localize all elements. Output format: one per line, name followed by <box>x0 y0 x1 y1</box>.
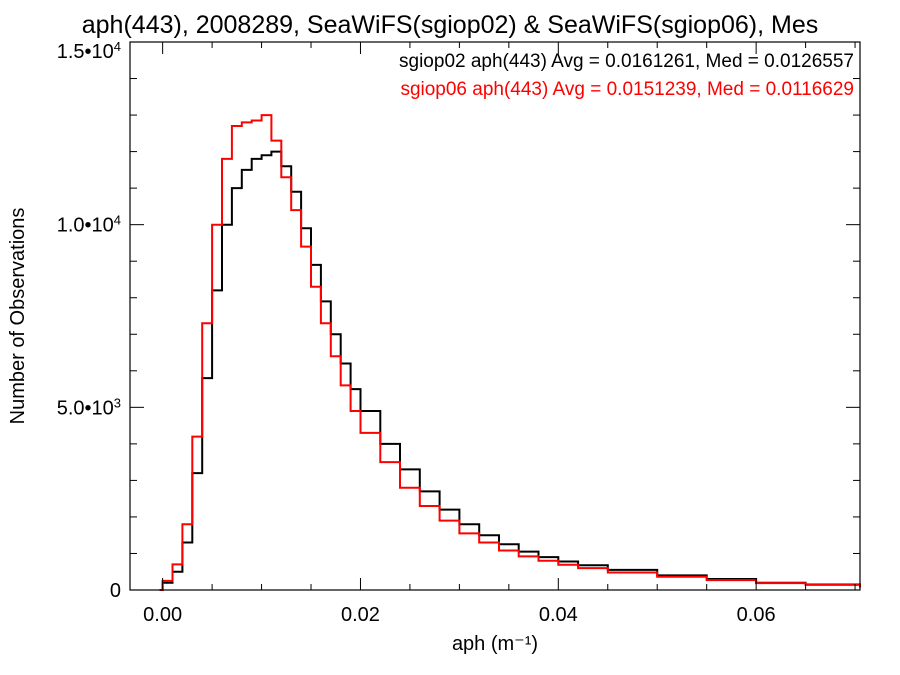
series-sgiop06 <box>159 114 861 591</box>
y-axis-label: Number of Observations <box>7 208 29 425</box>
y-tick-label: 5.0•103 <box>57 395 121 420</box>
legend-entry-sgiop06: sgiop06 aph(443) Avg = 0.0151239, Med = … <box>400 79 854 100</box>
x-tick-label: 0.06 <box>737 604 776 626</box>
y-tick-label: 0 <box>110 580 121 602</box>
x-axis-label: aph (m⁻¹) <box>452 633 538 655</box>
x-tick-label: 0.02 <box>341 604 380 626</box>
y-tick-label: 1.0•104 <box>57 212 121 237</box>
x-tick-label: 0.04 <box>539 604 578 626</box>
series-layer <box>159 114 861 591</box>
plot-frame <box>129 41 861 591</box>
legend: sgiop02 aph(443) Avg = 0.0161261, Med = … <box>399 51 854 100</box>
axes-layer: 0.00 0.02 0.04 0.06 0 5.0•103 1.0•104 1.5•104 <box>57 39 860 626</box>
x-tick-label: 0.00 <box>143 604 182 626</box>
chart-title: aph(443), 2008289, SeaWiFS(sgiop02) & Se… <box>82 11 818 39</box>
y-tick-label: 1.5•104 <box>57 39 121 64</box>
legend-entry-sgiop02: sgiop02 aph(443) Avg = 0.0161261, Med = … <box>399 51 854 72</box>
